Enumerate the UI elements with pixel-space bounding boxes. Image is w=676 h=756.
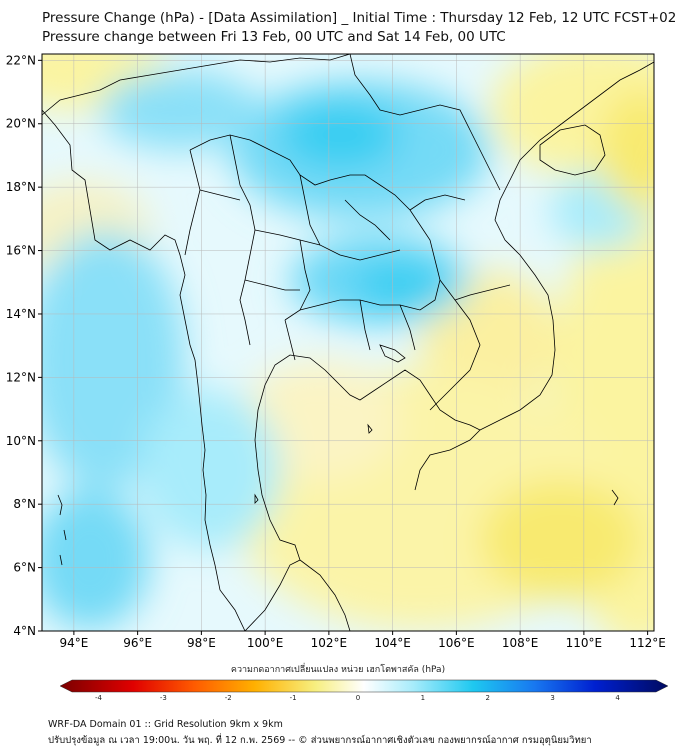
footer-domain-info: WRF-DA Domain 01 :: Grid Resolution 9km … xyxy=(48,719,283,730)
pressure-field xyxy=(42,54,654,631)
colorbar: -4 -3 -2 -1 0 1 2 3 4 xyxy=(59,679,669,702)
graticule xyxy=(42,54,654,631)
lat-label: 20°N xyxy=(6,117,36,131)
lon-label: 112°E xyxy=(629,636,666,650)
lon-label: 110°E xyxy=(566,636,603,650)
lat-label: 14°N xyxy=(6,307,36,321)
longitude-labels: 94°E 96°E 98°E 100°E 102°E 104°E 106°E 108°E 110… xyxy=(59,631,666,650)
colorbar-label: ความกดอากาศเปลี่ยนแปลง หน่วย เฮกโตพาสคัล… xyxy=(230,665,446,675)
chart-title: Pressure Change (hPa) - [Data Assimilati… xyxy=(42,10,676,26)
lat-label: 18°N xyxy=(6,180,36,194)
latitude-labels: 4°N 6°N 8°N 10°N 12°N 14°N 16°N 18°N 20°N 22°N xyxy=(6,53,42,638)
lat-label: 16°N xyxy=(6,244,36,258)
colorbar-tick-label: -3 xyxy=(160,694,167,702)
colorbar-tick-label: 2 xyxy=(486,694,490,702)
colorbar-tick-label: -1 xyxy=(290,694,297,702)
colorbar-tick-label: 0 xyxy=(356,694,360,702)
lon-label: 98°E xyxy=(187,636,216,650)
lon-label: 104°E xyxy=(374,636,411,650)
lat-label: 6°N xyxy=(13,561,36,575)
lat-label: 8°N xyxy=(13,497,36,511)
colorbar-tick-label: 1 xyxy=(421,694,425,702)
lon-label: 96°E xyxy=(123,636,152,650)
lat-label: 12°N xyxy=(6,370,36,384)
colorbar-tick-label: -2 xyxy=(225,694,232,702)
map-frame xyxy=(41,53,655,632)
colorbar-tick-label: 3 xyxy=(550,694,554,702)
colorbar-gradient xyxy=(59,679,669,693)
lon-label: 106°E xyxy=(438,636,475,650)
colorbar-tick-label: 4 xyxy=(615,694,620,702)
colorbar-ticks: -4 -3 -2 -1 0 1 2 3 4 xyxy=(95,694,620,702)
lon-label: 94°E xyxy=(59,636,88,650)
lon-label: 108°E xyxy=(502,636,539,650)
chart-subtitle: Pressure change between Fri 13 Feb, 00 U… xyxy=(42,29,506,45)
colorbar-tick-label: -4 xyxy=(95,694,103,702)
lat-label: 4°N xyxy=(13,624,36,638)
lat-label: 10°N xyxy=(6,434,36,448)
footer-update-info: ปรับปรุงข้อมูล ณ เวลา 19:00น. วัน พฤ. ที… xyxy=(48,735,592,746)
lat-label: 22°N xyxy=(6,53,36,67)
lon-label: 100°E xyxy=(247,636,284,650)
coastlines xyxy=(42,54,654,631)
lon-label: 102°E xyxy=(311,636,348,650)
